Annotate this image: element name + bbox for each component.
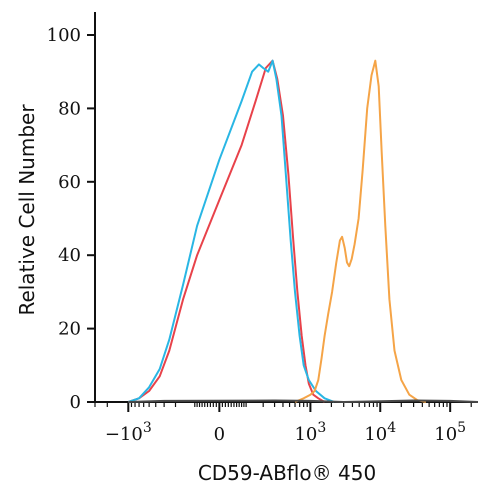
x-tick-label: 103	[294, 420, 326, 445]
x-tick-label: 104	[364, 420, 396, 445]
y-tick-label: 80	[58, 98, 81, 119]
plot-area: 0 20 40 60 80 100 −103 0 103 104 105	[47, 12, 479, 445]
y-tick-label: 0	[70, 392, 81, 413]
series-layer	[127, 59, 479, 403]
x-axis-title: CD59-ABflo® 450	[198, 461, 376, 485]
x-tick-label: 105	[434, 420, 466, 445]
series-line-4	[128, 399, 479, 403]
y-axis-ticks: 0 20 40 60 80 100	[47, 25, 95, 413]
x-tick-label: 0	[214, 424, 225, 445]
x-tick-label: −103	[105, 420, 152, 445]
y-tick-label: 60	[58, 172, 81, 193]
x-axis-ticks: −103 0 103 104 105	[94, 402, 472, 445]
series-line-3	[294, 59, 427, 403]
y-tick-label: 20	[58, 319, 81, 340]
y-axis-title: Relative Cell Number	[15, 104, 39, 316]
series-line-2	[127, 59, 335, 403]
y-tick-label: 40	[58, 245, 81, 266]
y-tick-label: 100	[47, 25, 81, 46]
series-line-1	[127, 59, 326, 403]
